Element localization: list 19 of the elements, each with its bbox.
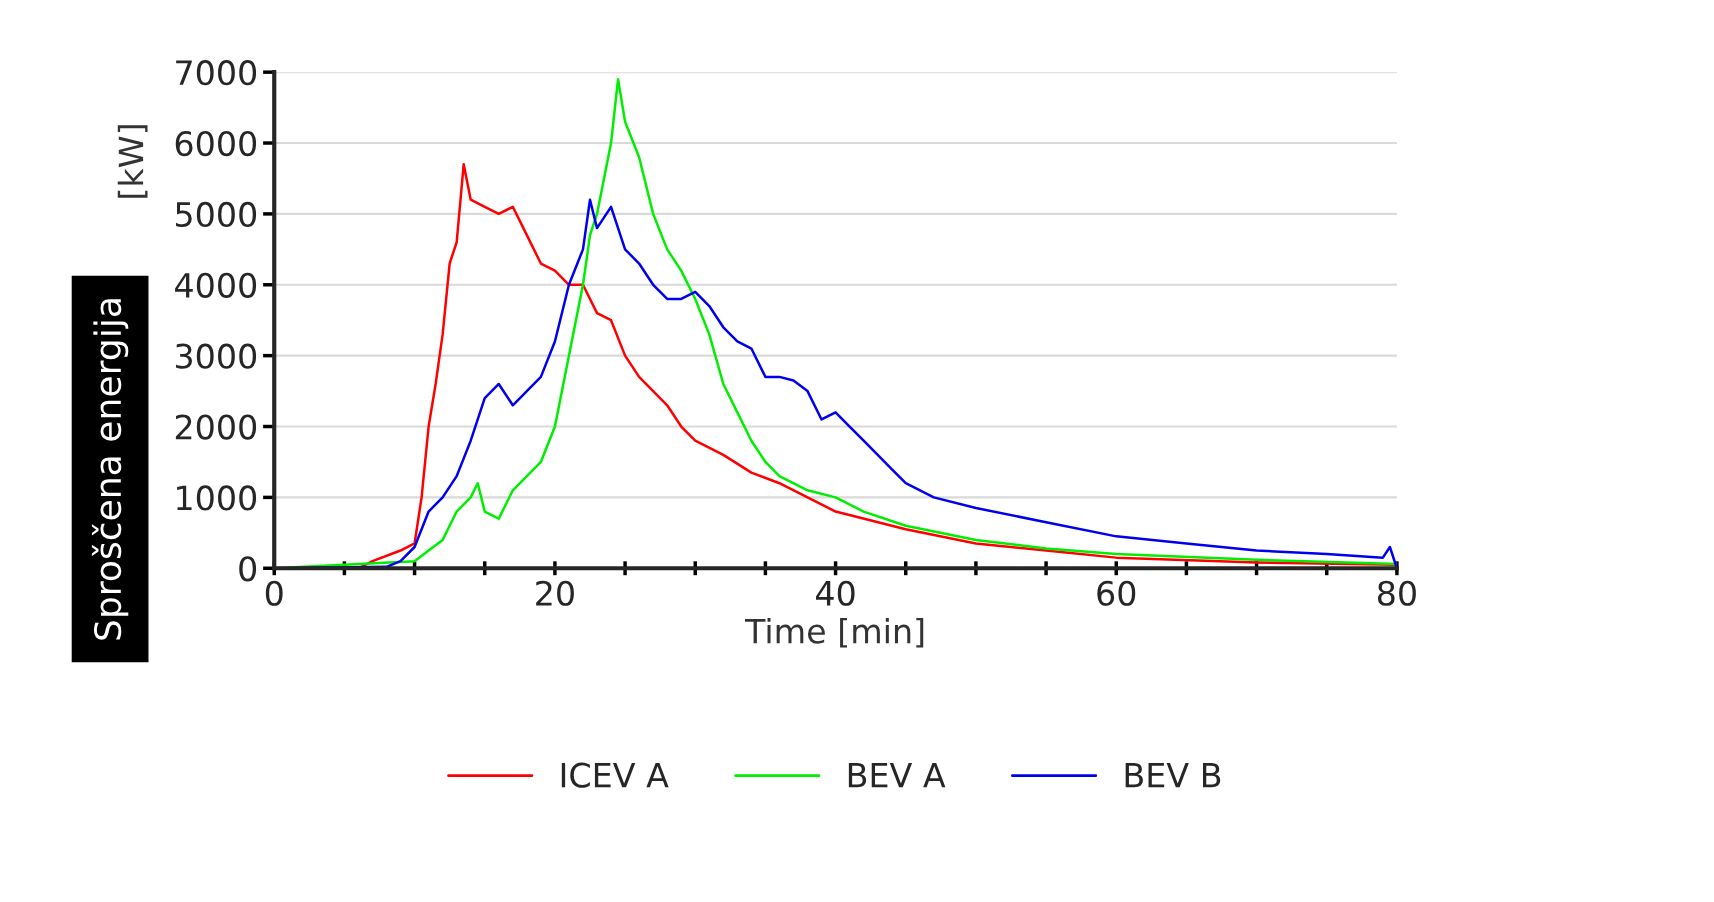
y-tick-label: 3000 (175, 343, 257, 369)
x-axis-title: Time [min] (744, 617, 924, 648)
x-tick-label: 60 (1097, 580, 1136, 606)
y-tick-label: 6000 (175, 130, 257, 157)
x-tick-label: 20 (536, 580, 574, 606)
legend-label: BEV A (848, 763, 946, 788)
x-tick-label: 0 (265, 580, 283, 606)
y-axis-title: Sproščena energija (91, 299, 129, 640)
text: [kW] (117, 125, 148, 198)
x-tick-label: 40 (816, 580, 855, 606)
y-tick-label: 2000 (175, 414, 257, 440)
x-tick-label: 80 (1377, 580, 1416, 606)
legend-label: BEV B (1125, 763, 1221, 788)
y-tick-label: 5000 (176, 201, 257, 228)
y-tick-label: 0 (239, 556, 257, 582)
y-tick-label: 4000 (175, 272, 257, 298)
y-tick-label: 1000 (177, 485, 257, 511)
legend-label: ICEV A (561, 762, 669, 788)
y-tick-label: 7000 (176, 60, 257, 86)
